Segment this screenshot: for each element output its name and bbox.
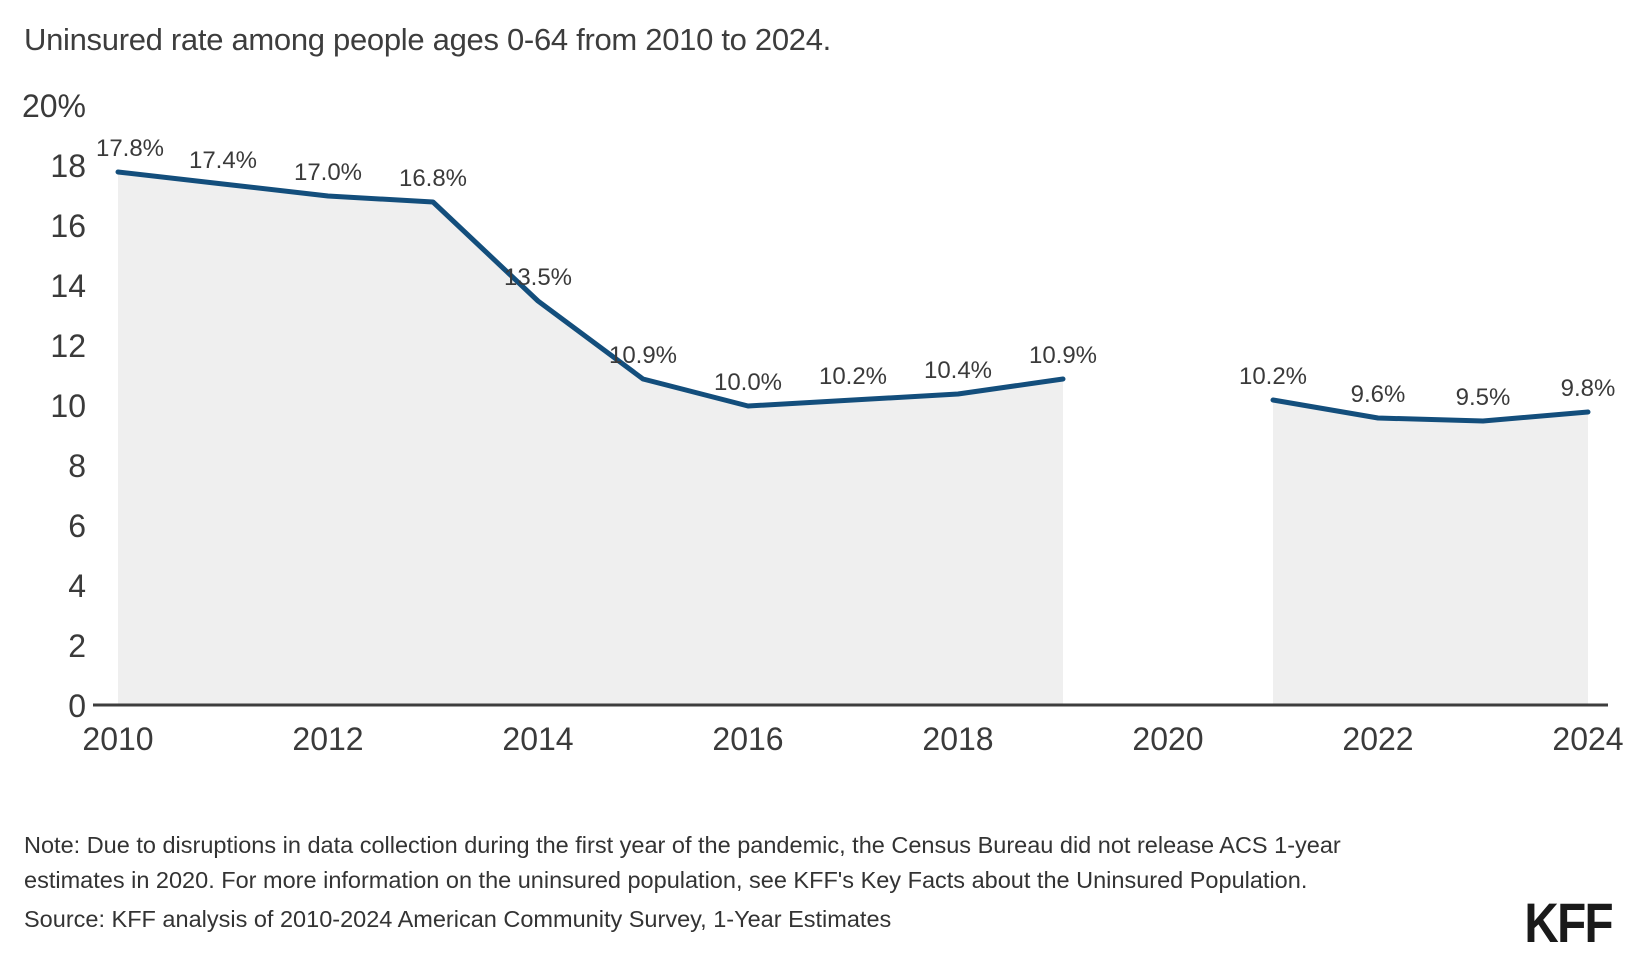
data-point-label: 16.8% xyxy=(399,165,467,192)
data-point-label: 9.8% xyxy=(1561,375,1616,402)
y-tick-label: 8 xyxy=(68,448,86,484)
data-point-label: 10.2% xyxy=(1239,363,1307,390)
y-tick-label: 16 xyxy=(50,208,86,244)
y-tick-label: 2 xyxy=(68,628,86,664)
series-area xyxy=(1273,400,1588,704)
y-tick-label: 6 xyxy=(68,508,86,544)
series-area xyxy=(118,172,1063,704)
chart-note: Note: Due to disruptions in data collect… xyxy=(24,832,1341,893)
data-point-label: 10.9% xyxy=(609,342,677,369)
y-tick-label: 20% xyxy=(22,88,86,124)
chart-title: Uninsured rate among people ages 0-64 fr… xyxy=(24,22,831,57)
series-line xyxy=(1270,397,1591,424)
x-tick-label: 2018 xyxy=(922,721,993,757)
data-point-label: 9.6% xyxy=(1351,381,1406,408)
data-point-label: 10.0% xyxy=(714,369,782,396)
y-tick-label: 12 xyxy=(50,328,86,364)
x-tick-label: 2022 xyxy=(1342,721,1413,757)
x-tick-label: 2016 xyxy=(712,721,783,757)
data-point-label: 10.9% xyxy=(1029,342,1097,369)
x-tick-label: 2012 xyxy=(292,721,363,757)
y-tick-label: 18 xyxy=(50,148,86,184)
chart-source: Source: KFF analysis of 2010-2024 Americ… xyxy=(24,906,892,932)
data-point-label: 17.4% xyxy=(189,147,257,174)
y-tick-label: 0 xyxy=(68,688,86,724)
data-point-label: 17.0% xyxy=(294,159,362,186)
x-tick-label: 2010 xyxy=(82,721,153,757)
kff-logo: KFF xyxy=(1524,891,1614,954)
data-point-label: 10.2% xyxy=(819,363,887,390)
series-line xyxy=(115,169,1066,409)
y-tick-label: 4 xyxy=(68,568,86,604)
data-point-label: 10.4% xyxy=(924,357,992,384)
y-tick-label: 10 xyxy=(50,388,86,424)
data-point-label: 9.5% xyxy=(1456,384,1511,411)
x-tick-label: 2020 xyxy=(1132,721,1203,757)
x-tick-label: 2014 xyxy=(502,721,573,757)
data-point-label: 13.5% xyxy=(504,264,572,291)
data-point-label: 17.8% xyxy=(96,135,164,162)
x-tick-label: 2024 xyxy=(1552,721,1623,757)
y-tick-label: 14 xyxy=(50,268,86,304)
